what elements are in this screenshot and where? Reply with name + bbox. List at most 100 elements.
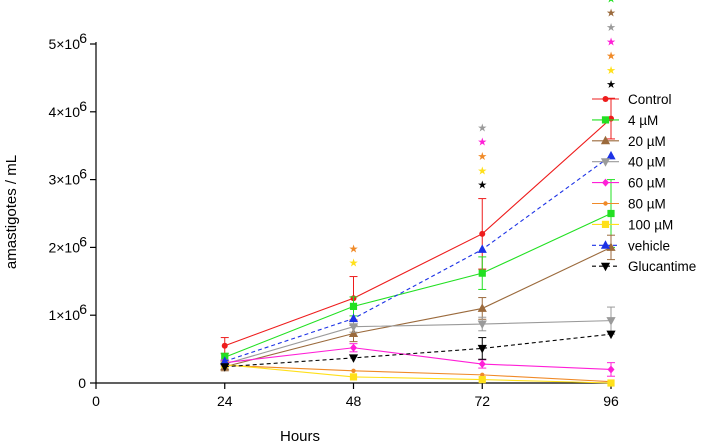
legend-item-control: Control — [592, 92, 672, 107]
data-point — [480, 372, 485, 378]
x-tick-label: 96 — [603, 393, 619, 409]
legend-marker — [601, 116, 610, 124]
x-tick-label: 0 — [92, 393, 100, 409]
data-point — [607, 379, 615, 387]
x-tick-label: 48 — [346, 393, 362, 409]
y-axis-title: amastigotes / mL — [3, 155, 20, 269]
data-point — [607, 209, 615, 218]
x-axis-title: Hours — [280, 428, 320, 445]
legend-label: 40 µM — [628, 155, 666, 170]
data-point — [478, 376, 486, 384]
data-point — [349, 302, 358, 310]
series-glucantime — [220, 330, 616, 372]
series-line — [224, 118, 612, 347]
significance-star: ★ — [349, 258, 359, 270]
significance-star: ★ — [606, 0, 616, 5]
legend: Control 4 µM 20 µM 40 µM 60 µM 80 µM 100 µM veh… — [592, 92, 696, 274]
significance-stars: ★ ★ ★ ★ ★ ★ ★ ★ ★ ★ ★ ★ ★ ★ — [349, 0, 617, 270]
data-point — [478, 360, 486, 369]
data-point — [220, 356, 230, 365]
y-tick-exponent: 6 — [79, 30, 87, 46]
data-point — [606, 317, 616, 326]
legend-marker — [600, 240, 611, 249]
legend-label: vehicle — [628, 238, 670, 253]
data-point — [349, 373, 358, 381]
legend-marker — [601, 220, 610, 228]
legend-label: 60 µM — [628, 176, 666, 191]
y-tick-exponent: 6 — [79, 301, 87, 317]
y-tick-exponent: 6 — [79, 98, 87, 114]
legend-item-100-m: 100 µM — [592, 217, 673, 232]
series-vehicle — [220, 150, 616, 365]
significance-star: ★ — [606, 8, 616, 20]
series-line — [224, 246, 612, 368]
data-point — [477, 344, 487, 354]
data-point — [350, 343, 357, 352]
significance-star: ★ — [477, 180, 487, 192]
legend-item-60-m: 60 µM — [592, 176, 666, 191]
significance-star: ★ — [477, 137, 487, 149]
legend-label: 100 µM — [628, 217, 673, 232]
legend-marker — [600, 135, 611, 145]
significance-star: ★ — [477, 151, 487, 163]
legend-label: 80 µM — [628, 197, 666, 212]
series-line — [224, 347, 612, 370]
significance-star: ★ — [606, 36, 616, 48]
data-point — [477, 244, 487, 253]
series-line — [224, 364, 612, 383]
y-tick-exponent: 6 — [79, 166, 87, 182]
series-40-m — [220, 306, 616, 370]
y-tick-label: 0 — [78, 375, 86, 391]
data-point — [606, 330, 616, 340]
x-tick-label: 72 — [474, 393, 490, 409]
y-tick-exponent: 6 — [79, 233, 87, 249]
data-point — [348, 328, 359, 338]
significance-star: ★ — [606, 65, 616, 77]
data-point — [348, 323, 359, 332]
data-point — [220, 363, 230, 372]
axes: 01×10 62×10 63×10 64×10 65×10 60 24 48 72 96 — [48, 30, 619, 409]
legend-item-40-m: 40 µM — [592, 155, 666, 170]
significance-star: ★ — [606, 22, 616, 34]
y-tick-label: 5×10 — [48, 36, 80, 52]
legend-label: 4 µM — [628, 113, 658, 128]
series-line — [224, 213, 612, 358]
legend-marker — [602, 178, 609, 187]
series-line — [224, 320, 612, 365]
series-line — [224, 364, 612, 384]
series-control — [220, 97, 615, 355]
legend-label: Glucantime — [628, 259, 696, 274]
legend-marker — [603, 201, 608, 206]
data-point — [351, 368, 356, 373]
significance-star: ★ — [606, 51, 616, 63]
series-80-m — [222, 363, 614, 384]
series-line — [224, 333, 612, 368]
data-point — [221, 342, 228, 349]
legend-item-20-m: 20 µM — [592, 134, 666, 149]
legend-marker — [600, 158, 611, 167]
data-point — [479, 230, 486, 237]
significance-star: ★ — [477, 165, 487, 177]
legend-marker — [600, 262, 611, 272]
data-point — [348, 313, 359, 323]
y-tick-label: 1×10 — [48, 307, 80, 323]
legend-label: Control — [628, 92, 672, 107]
legend-item-4-m: 4 µM — [592, 113, 658, 128]
data-point — [477, 320, 487, 330]
series-lines — [220, 97, 616, 387]
legend-item-80-m: 80 µM — [592, 197, 666, 212]
y-tick-label: 3×10 — [48, 172, 80, 188]
data-point — [478, 269, 486, 277]
y-tick-label: 2×10 — [48, 239, 80, 255]
series-4-m — [220, 179, 615, 362]
x-tick-label: 24 — [217, 393, 233, 409]
legend-label: 20 µM — [628, 134, 666, 149]
legend-item-glucantime: Glucantime — [592, 259, 696, 274]
significance-star: ★ — [349, 243, 359, 255]
legend-item-vehicle: vehicle — [592, 238, 670, 253]
data-point — [348, 354, 359, 363]
data-point — [606, 150, 616, 160]
y-tick-label: 4×10 — [48, 104, 80, 120]
